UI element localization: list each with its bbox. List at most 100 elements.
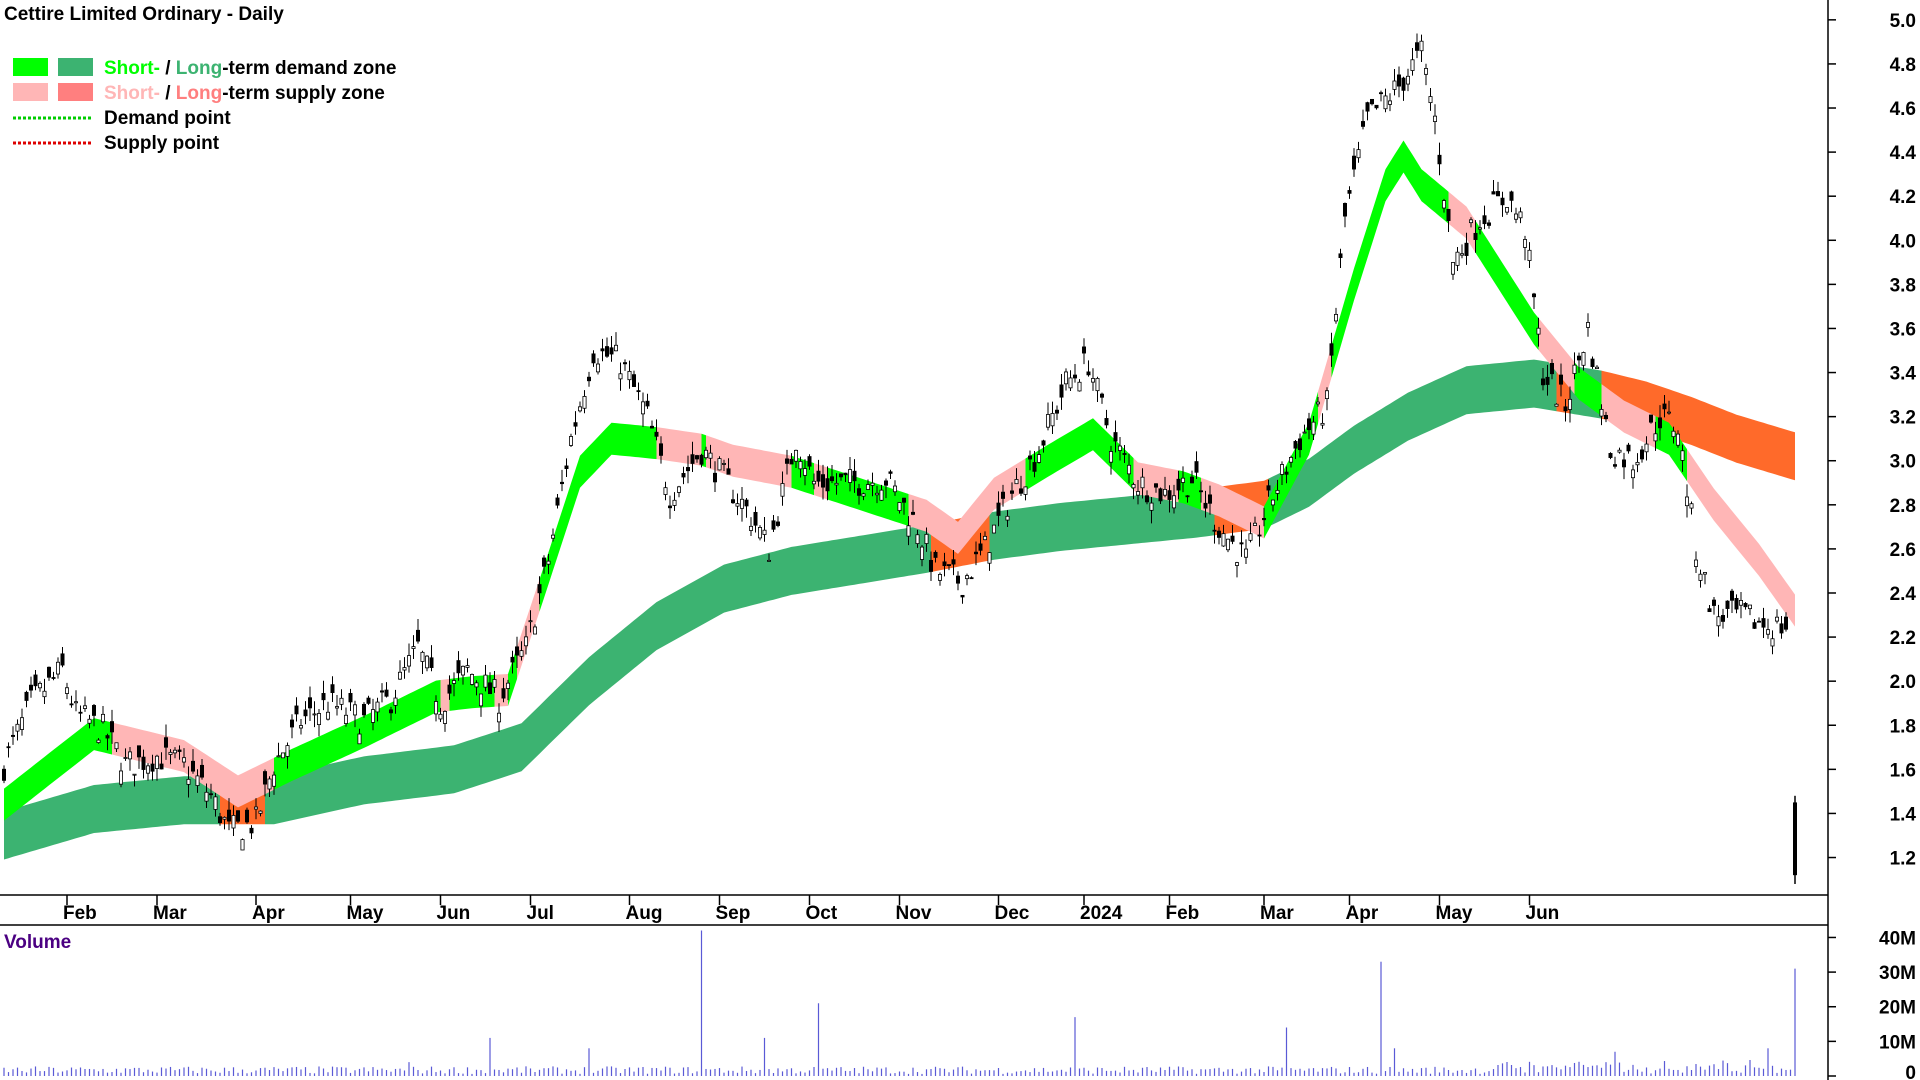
date-tick-label: Apr <box>252 903 285 924</box>
candle-body <box>190 760 195 772</box>
price-candle <box>1361 109 1366 130</box>
candle-body <box>924 533 929 544</box>
candle-body <box>1770 638 1775 647</box>
price-candle <box>1500 191 1505 217</box>
zone-bands <box>4 140 1795 860</box>
price-candle <box>168 749 173 765</box>
price-tick: 2.8 <box>1828 496 1916 517</box>
price-candle <box>947 564 952 571</box>
legend-label-part: Long <box>176 83 222 104</box>
candle-body <box>343 714 348 724</box>
candle-body <box>771 520 776 530</box>
price-candle <box>600 338 605 362</box>
candle-body <box>1289 457 1294 463</box>
candle-body <box>960 594 965 598</box>
candle-body <box>744 499 749 507</box>
candle-body <box>1464 242 1469 256</box>
candle-body <box>857 488 862 496</box>
legend-label-part: Demand point <box>104 108 231 129</box>
candle-body <box>776 521 781 526</box>
candle-body <box>262 771 267 785</box>
candle-body <box>1329 343 1334 356</box>
price-candle <box>1050 401 1055 435</box>
price-candle <box>843 472 848 483</box>
candle-body <box>645 400 650 407</box>
short-term-zone <box>1655 416 1687 482</box>
price-tick: 2.4 <box>1828 584 1916 605</box>
candle-body <box>1235 562 1240 566</box>
candle-body <box>1334 314 1339 322</box>
price-candle <box>474 680 479 696</box>
price-candle <box>1068 370 1073 392</box>
candle-body <box>1442 200 1447 209</box>
price-candle <box>1743 602 1748 610</box>
volume-tick: 0 <box>1828 1063 1916 1080</box>
candle-body <box>1037 454 1042 463</box>
candle-body <box>780 483 785 497</box>
candle-body <box>1001 491 1006 499</box>
price-candle <box>1586 313 1591 337</box>
date-tick: Jun <box>1526 895 1559 924</box>
price-candle <box>307 686 312 721</box>
price-candle <box>906 516 911 546</box>
price-candle <box>384 682 389 698</box>
price-candle <box>1550 359 1555 380</box>
candle-body <box>127 751 132 760</box>
price-candle <box>821 464 826 500</box>
price-candle <box>186 766 191 798</box>
price-candle <box>361 702 366 718</box>
candle-body <box>1676 433 1681 446</box>
price-candle <box>1262 507 1267 527</box>
price-candle <box>1739 591 1744 619</box>
price-candle <box>1541 368 1546 391</box>
price-candle <box>551 528 556 542</box>
price-candle <box>537 576 542 605</box>
candle-body <box>996 502 1001 516</box>
short-term-zone <box>1475 220 1539 350</box>
date-tick: Jun <box>437 895 470 924</box>
candle-body <box>487 682 492 695</box>
price-candle <box>1113 420 1118 453</box>
candle-body <box>1496 191 1501 197</box>
candle-body <box>1635 461 1640 466</box>
legend-swatch-long <box>58 83 93 101</box>
price-candle <box>177 745 182 760</box>
date-tick-label: Mar <box>153 903 187 924</box>
candle-body <box>10 734 15 737</box>
candle-body <box>231 815 236 829</box>
price-tick: 3.0 <box>1828 452 1916 473</box>
candle-body <box>1271 499 1276 506</box>
legend-label-part: / <box>160 58 176 79</box>
date-tick-label: Apr <box>1346 903 1379 924</box>
price-candle <box>1239 530 1244 557</box>
price-candle <box>1676 430 1681 448</box>
price-candle <box>713 461 718 493</box>
price-candle <box>433 695 438 722</box>
price-candle <box>1464 232 1469 265</box>
candle-body <box>330 684 335 693</box>
candle-body <box>573 422 578 427</box>
candle-body <box>1739 600 1744 606</box>
price-candle <box>145 763 150 781</box>
candle-body <box>1104 418 1109 426</box>
price-candle <box>1779 615 1784 639</box>
price-candle <box>1311 416 1316 441</box>
price-candle <box>1554 403 1559 407</box>
candle-body <box>1230 535 1235 542</box>
candle-body <box>969 577 974 580</box>
candle-body <box>1316 401 1321 405</box>
price-candle <box>271 771 276 795</box>
price-candle <box>1010 482 1015 501</box>
candle-body <box>587 376 592 382</box>
candle-body <box>451 680 456 684</box>
price-candle <box>1325 387 1330 411</box>
price-candle <box>1635 453 1640 473</box>
price-candle <box>942 552 947 577</box>
price-candle <box>253 798 258 820</box>
price-candle <box>1446 208 1451 232</box>
price-candle <box>235 810 240 824</box>
price-axis: 1.2 1.4 1.6 1.8 2.0 2.2 2.4 2.6 2.8 3.0 3.2 3.4 3.6 3… <box>1828 11 1916 870</box>
short-term-zone <box>1574 362 1602 417</box>
candle-body <box>758 527 763 539</box>
